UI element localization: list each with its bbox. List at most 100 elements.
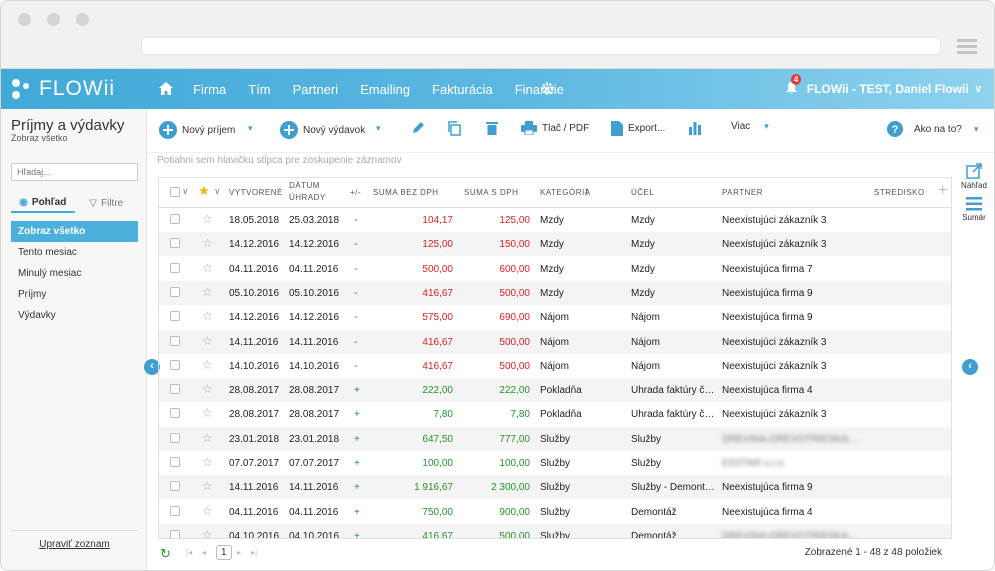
row-checkbox[interactable] bbox=[170, 238, 180, 249]
chevron-down-icon[interactable]: ∨ bbox=[214, 186, 222, 196]
row-checkbox[interactable] bbox=[170, 505, 180, 516]
bell-icon[interactable]: 4 bbox=[785, 73, 802, 97]
prev-page-icon[interactable]: ◂ bbox=[202, 548, 207, 557]
sidebar-search-input[interactable] bbox=[11, 163, 138, 181]
window-maximize-dot[interactable] bbox=[76, 13, 89, 26]
brand-logo[interactable]: FLOWii bbox=[11, 77, 115, 101]
star-outline-icon[interactable]: ☆ bbox=[202, 430, 213, 445]
table-row[interactable]: ☆ 04.11.2016 04.11.2016 - 500,00 600,00 Mzdy Mz… bbox=[159, 257, 951, 281]
add-column-plus-icon[interactable]: + bbox=[938, 182, 948, 199]
row-checkbox[interactable] bbox=[170, 408, 180, 419]
table-row[interactable]: ☆ 28.08.2017 28.08.2017 +222,00 222,00 Poklad… bbox=[159, 378, 951, 403]
row-checkbox[interactable] bbox=[170, 481, 180, 492]
row-checkbox[interactable] bbox=[170, 457, 180, 467]
edit-pencil-icon[interactable] bbox=[411, 121, 425, 135]
col-created[interactable]: VYTVORENÉ bbox=[229, 188, 283, 197]
row-checkbox[interactable] bbox=[170, 359, 180, 370]
star-outline-icon[interactable]: ☆ bbox=[202, 309, 213, 324]
sidebar-item-last-month[interactable]: Minulý mesiac bbox=[18, 268, 82, 279]
table-row[interactable]: ☆ 05.10.2016 05.10.2016 - 416,67 500,00 Mzdy Mz… bbox=[159, 280, 951, 305]
nav-item-fakturacia[interactable]: Fakturácia bbox=[432, 81, 493, 97]
sidebar-item-all[interactable]: Zobraz všetko bbox=[11, 221, 138, 242]
select-all-checkbox[interactable] bbox=[170, 187, 180, 197]
new-expense-dropdown-icon[interactable]: ▾ bbox=[376, 123, 381, 133]
bar-chart-icon[interactable] bbox=[688, 121, 702, 135]
chevron-down-icon[interactable]: ∨ bbox=[182, 186, 190, 196]
user-menu[interactable]: 4 FLOWii - TEST, Daniel Flowii ∨ bbox=[785, 69, 982, 109]
row-checkbox[interactable] bbox=[170, 432, 180, 443]
star-outline-icon[interactable]: ☆ bbox=[202, 236, 213, 251]
table-row[interactable]: ☆ 14.11.2016 14.11.2016 +1 916,67 2 300,00 Sl… bbox=[159, 475, 951, 500]
nav-item-tim[interactable]: Tím bbox=[248, 81, 271, 97]
next-page-icon[interactable]: ▸ bbox=[237, 548, 242, 557]
collapse-sidebar-button[interactable]: ‹ bbox=[144, 359, 160, 375]
browser-menu-icon[interactable] bbox=[957, 39, 977, 54]
nav-item-partneri[interactable]: Partneri bbox=[292, 81, 339, 97]
star-outline-icon[interactable]: ☆ bbox=[202, 357, 213, 372]
print-pdf-button[interactable]: Tlač / PDF bbox=[521, 121, 589, 135]
first-page-icon[interactable]: |◂ bbox=[186, 548, 193, 557]
star-outline-icon[interactable]: ☆ bbox=[202, 260, 213, 275]
col-gross[interactable]: SUMA S DPH bbox=[464, 188, 519, 197]
address-bar[interactable] bbox=[141, 37, 941, 55]
last-page-icon[interactable]: ▸| bbox=[251, 548, 258, 557]
more-menu-button[interactable]: Viac ▾ bbox=[731, 121, 769, 132]
star-outline-icon[interactable]: ☆ bbox=[202, 479, 213, 494]
edit-list-link[interactable]: Upraviť zoznam bbox=[11, 530, 138, 550]
settings-gear-icon[interactable] bbox=[541, 82, 554, 98]
col-category[interactable]: KATEGÓRIA bbox=[540, 188, 591, 197]
table-row[interactable]: ☆ 14.12.2016 14.12.2016 - 575,00 690,00 Nájom N… bbox=[159, 305, 951, 329]
col-center[interactable]: STREDISKO bbox=[874, 188, 925, 197]
star-outline-icon[interactable]: ☆ bbox=[202, 284, 213, 299]
row-checkbox[interactable] bbox=[170, 529, 180, 538]
tab-filters[interactable]: ▽ Filtre bbox=[75, 193, 139, 213]
col-sign[interactable]: +/- bbox=[350, 188, 362, 197]
table-row[interactable]: ☆ 07.07.2017 07.07.2017 +100,00 100,00 Služby… bbox=[159, 451, 951, 475]
col-paid-date[interactable]: DÁTUM ÚHRADY bbox=[289, 181, 326, 206]
current-page[interactable]: 1 bbox=[216, 545, 232, 560]
copy-icon[interactable] bbox=[447, 121, 461, 136]
table-row[interactable]: ☆ 14.12.2016 14.12.2016 - 125,00 150,00 Mzdy Mz… bbox=[159, 232, 951, 257]
new-expense-button[interactable]: Nový výdavok bbox=[280, 121, 365, 139]
star-outline-icon[interactable]: ☆ bbox=[202, 455, 213, 469]
help-button[interactable]: ? Ako na to? ▾ bbox=[887, 121, 978, 137]
row-checkbox[interactable] bbox=[170, 262, 180, 273]
star-outline-icon[interactable]: ☆ bbox=[202, 527, 213, 539]
group-by-hint[interactable]: Potiahni sem hlavičku stĺpca pre zoskupe… bbox=[157, 155, 402, 166]
tab-view[interactable]: ◉ Pohľad bbox=[11, 193, 75, 213]
new-income-dropdown-icon[interactable]: ▾ bbox=[248, 123, 253, 133]
col-purpose[interactable]: ÚČEL bbox=[631, 188, 655, 197]
sidebar-item-this-month[interactable]: Tento mesiac bbox=[18, 247, 77, 258]
nav-item-emailing[interactable]: Emailing bbox=[360, 81, 410, 97]
window-close-dot[interactable] bbox=[18, 13, 31, 26]
refresh-icon[interactable]: ↻ bbox=[160, 546, 171, 561]
expand-right-panel-button[interactable]: ‹ bbox=[962, 359, 978, 375]
table-row[interactable]: ☆ 23.01.2018 23.01.2018 +647,50 777,00 Služby… bbox=[159, 426, 951, 451]
table-row[interactable]: ☆ 18.05.2018 25.03.2018 - 104,17 125,00 Mzdy Mz… bbox=[159, 208, 951, 232]
new-income-button[interactable]: Nový príjem bbox=[159, 121, 235, 139]
home-icon[interactable] bbox=[159, 82, 173, 98]
summary-button[interactable]: Sumár bbox=[953, 197, 994, 222]
delete-trash-icon[interactable] bbox=[486, 121, 498, 135]
star-filled-icon[interactable]: ★ bbox=[198, 183, 211, 198]
table-row[interactable]: ☆ 28.08.2017 28.08.2017 +7,80 7,80 Pokladňa Úh… bbox=[159, 402, 951, 426]
row-checkbox[interactable] bbox=[170, 335, 180, 346]
col-net[interactable]: SUMA BEZ DPH bbox=[373, 188, 439, 197]
star-outline-icon[interactable]: ☆ bbox=[202, 406, 213, 421]
nav-item-financie[interactable]: Financie bbox=[514, 81, 564, 97]
window-minimize-dot[interactable] bbox=[47, 13, 60, 26]
nav-item-firma[interactable]: Firma bbox=[193, 81, 227, 97]
row-checkbox[interactable] bbox=[170, 311, 180, 322]
table-row[interactable]: ☆ 04.10.2016 04.10.2016 +416,67 500,00 Služby… bbox=[159, 523, 951, 539]
row-checkbox[interactable] bbox=[170, 214, 180, 224]
table-row[interactable]: ☆ 14.10.2016 14.10.2016 - 416,67 500,00 Nájom N… bbox=[159, 354, 951, 378]
sidebar-item-income[interactable]: Príjmy bbox=[18, 289, 47, 300]
col-partner[interactable]: PARTNER bbox=[722, 188, 763, 197]
star-outline-icon[interactable]: ☆ bbox=[202, 212, 213, 226]
star-outline-icon[interactable]: ☆ bbox=[202, 503, 213, 518]
star-outline-icon[interactable]: ☆ bbox=[202, 382, 213, 397]
star-outline-icon[interactable]: ☆ bbox=[202, 333, 213, 348]
sidebar-item-expenses[interactable]: Výdavky bbox=[18, 310, 56, 321]
table-row[interactable]: ☆ 04.11.2016 04.11.2016 +750,00 900,00 Služby… bbox=[159, 500, 951, 524]
row-checkbox[interactable] bbox=[170, 384, 180, 395]
